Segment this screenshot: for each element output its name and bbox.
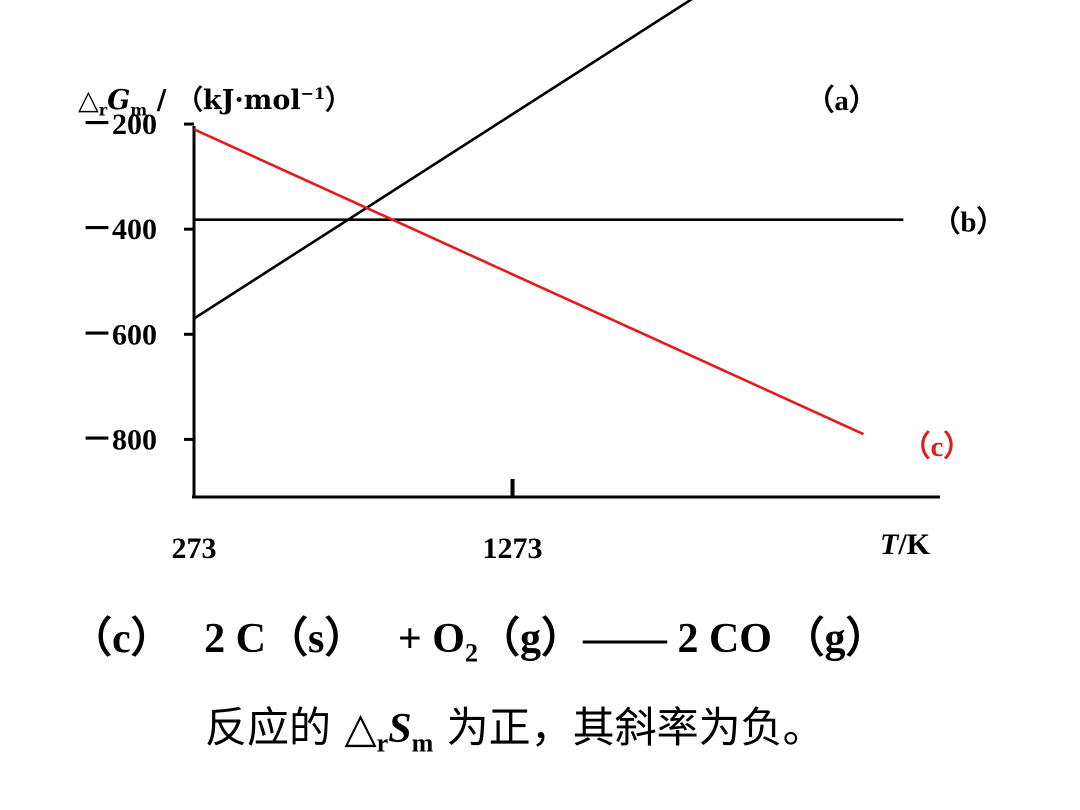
series-label: （b） [931,206,1005,239]
y-tick-label: －600 [82,318,157,351]
reaction-equation: （c） 2 C（s） + O2（g）—— 2 CO （g） [70,616,888,668]
y-tick-label: －200 [82,108,157,141]
series-line [193,128,865,436]
series-label: （c） [902,430,973,463]
x-tick-label: 273 [172,532,217,565]
x-tick-label: 1273 [483,532,543,565]
explanation-sentence: 反应的 △rSm 为正，其斜率为负。 [205,703,825,758]
series-line [193,0,693,320]
x-axis-unit-label: T/K [880,528,930,561]
series-label: （a） [805,84,878,117]
gibbs-energy-chart: －200 －400 －600 －800 273 1273 （a） （b） （c） [82,0,1006,565]
y-axis-label: △rGm / （kJ·mol−1） [78,84,353,120]
y-tick-label: －800 [82,423,157,456]
y-tick-label: －400 [82,213,157,246]
